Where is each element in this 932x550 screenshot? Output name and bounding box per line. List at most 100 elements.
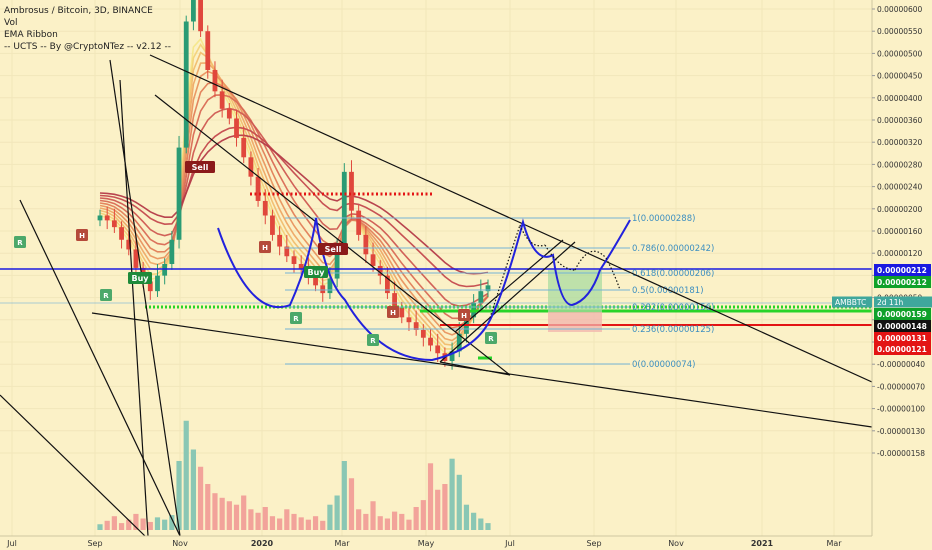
candle-body (262, 200, 268, 216)
signal-label: R (293, 315, 299, 323)
candle-body (169, 239, 175, 264)
candle-body (212, 70, 218, 92)
chart-legend: Ambrosus / Bitcoin, 3D, BINANCE Vol EMA … (4, 5, 171, 53)
x-tick-label: Sep (586, 539, 601, 548)
signal-label: R (17, 239, 23, 247)
volume-bar (320, 520, 326, 530)
trend-line (154, 94, 511, 376)
price-candles (97, 0, 491, 370)
y-tick-label: 0.00000280 (877, 160, 923, 169)
volume-bar (140, 518, 146, 530)
volume-bar (183, 420, 189, 530)
signal-label: Buy (131, 274, 149, 283)
y-tick-label: -0.00000130 (877, 427, 925, 436)
legend-ucts: -- UCTS -- By @CryptoNTez -- v2.12 -- (4, 42, 171, 52)
y-tick-label: 0.00000160 (877, 227, 923, 236)
candle-body (234, 118, 239, 138)
volume-bar (413, 507, 419, 530)
volume-bars (97, 420, 491, 530)
volume-bar (104, 520, 110, 530)
y-tick-label: -0.00000070 (877, 382, 925, 391)
candle-body (111, 220, 117, 228)
candle-body (428, 337, 433, 346)
y-tick-label: 0.00000360 (877, 116, 923, 125)
y-tick-label: 0.00000200 (877, 205, 923, 214)
volume-bar (162, 519, 168, 530)
ema-ribbon-line (99, 81, 489, 329)
ticker-label: AMBBTC (835, 298, 866, 307)
volume-bar (147, 521, 153, 530)
volume-bar (478, 518, 484, 530)
signal-badge-h (458, 309, 470, 321)
volume-bar (118, 523, 125, 530)
legend-symbol: Ambrosus / Bitcoin, 3D, BINANCE (4, 6, 153, 16)
volume-bar (212, 493, 218, 530)
candle-body (413, 322, 419, 330)
candle-body (133, 249, 139, 268)
x-tick-label: Jul (6, 539, 17, 548)
trend-line (0, 394, 146, 537)
signal-badge-r (367, 334, 379, 346)
signal-badge-sell (318, 243, 348, 255)
price-label-text: 0.00000159 (877, 310, 927, 319)
signal-label: H (390, 309, 396, 317)
price-label-badge (874, 320, 931, 332)
candle-body (255, 176, 261, 201)
price-label-text: 0.00000121 (877, 345, 927, 354)
x-tick-label: Mar (826, 539, 842, 548)
signal-badge-h (259, 241, 271, 253)
candle-body (291, 256, 297, 264)
price-labels: 0.00000212 0.00000212 AMBBTC 2d 11h 0.000001… (832, 264, 932, 355)
y-tick-label: 0.00000120 (877, 249, 923, 258)
volume-bar (197, 466, 204, 530)
candle-body (147, 281, 153, 292)
x-tick-label: May (418, 539, 435, 548)
candle-body (399, 307, 405, 318)
y-tick-label: 0.00000320 (877, 138, 923, 147)
signal-badge-sell (185, 161, 215, 173)
volume-bar (169, 515, 175, 530)
signal-badge-r (100, 289, 112, 301)
candle-body (349, 171, 354, 211)
candle-body (313, 275, 318, 286)
fib-level-label: 1(0.00000288) (632, 214, 695, 224)
dotted-projection (489, 224, 621, 319)
ema-ribbon-line (99, 107, 489, 307)
ticker-badge (832, 296, 872, 308)
price-label-text: 0.00000212 (877, 278, 927, 287)
candle-body (198, 0, 203, 32)
volume-bar (406, 519, 412, 530)
candle-body (248, 157, 254, 177)
volume-bar (133, 513, 139, 530)
y-tick-label: 0.00000500 (877, 49, 923, 58)
x-tick-label: 2020 (251, 539, 274, 548)
candle-body (449, 351, 455, 361)
price-label-text: 0.00000131 (877, 334, 927, 343)
volume-bar (427, 463, 434, 530)
fib-level-label: 0.382(0.00000156) (632, 303, 714, 313)
volume-bar (255, 512, 261, 530)
candle-body (356, 210, 362, 235)
trend-line (149, 54, 873, 383)
ema-ribbon-line (99, 126, 489, 288)
y-tick-label: 0.00000550 (877, 27, 923, 36)
volume-bar (291, 513, 297, 530)
candle-body (97, 215, 103, 221)
volume-bar (334, 495, 340, 530)
price-label-badge (874, 308, 931, 320)
signal-label: Sell (325, 245, 342, 254)
candle-body (155, 275, 160, 292)
trend-line (439, 241, 576, 363)
x-tick-label: Sep (87, 539, 102, 548)
signal-label: H (262, 244, 268, 252)
candle-body (456, 333, 462, 352)
legend-volume: Vol (4, 18, 18, 28)
ticker-label: 2d 11h (877, 298, 903, 307)
candle-body (370, 254, 376, 266)
candle-body (226, 108, 232, 119)
candle-body (219, 91, 225, 109)
volume-bar (463, 504, 470, 530)
volume-bar (391, 511, 398, 530)
volume-bar (190, 449, 197, 530)
